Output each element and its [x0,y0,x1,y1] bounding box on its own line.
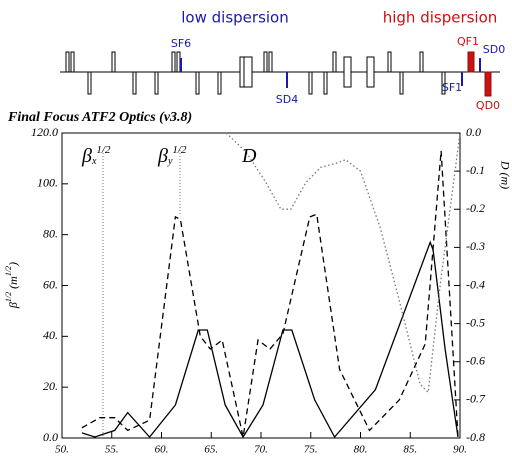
y-label-part: (m [6,276,20,289]
series-label-part: x [91,156,97,167]
series-label-part: 1/2 [172,144,187,156]
lattice-label: SD0 [483,43,505,56]
region-label: high dispersion [383,9,498,27]
series-line [81,240,459,439]
series-label-part: β [81,145,92,167]
series-label: βx1/2 [81,144,111,168]
y-label-part: 1/2 [4,292,13,302]
y-axis-title: β1/2(m1/2) [4,262,20,309]
y-tick-label: 20. [43,379,58,393]
series-line [81,150,459,438]
series-label-part: 1/2 [96,144,111,156]
series-label-part: D [241,145,257,167]
x-tick-label: 80. [354,444,368,456]
y-tick-label: 40. [43,328,58,342]
y2-tick-label: -0.4 [466,277,485,291]
y2-tick-label: -0.6 [466,354,485,368]
y-tick-label: 0.0 [43,430,58,444]
y-tick-label: 100. [37,176,58,190]
y2-tick-label: 0.0 [466,125,481,139]
y-tick-label: 80. [43,226,58,240]
series-label: βy1/2 [157,144,187,168]
series-line [225,132,461,394]
lattice-label: QD0 [476,99,500,112]
lattice-label: SF6 [171,37,191,50]
y2-tick-label: -0.2 [466,201,485,215]
lattice-label: QF1 [457,35,479,48]
y2-axis-title: D (m) [498,160,512,189]
plot-frame [61,132,461,439]
y-label-part: 1/2 [4,266,13,276]
y2-tick-label: -0.8 [466,430,485,444]
series-label-part: β [157,145,168,167]
chart-title: Final Focus ATF2 Optics (v3.8) [7,110,192,125]
y-label-part: β [6,302,20,309]
x-tick-label: 65. [204,444,218,456]
x-tick-label: 90. [453,444,467,456]
series-label-part: y [167,156,173,167]
x-tick-label: 75. [304,444,318,456]
x-tick-label: 60. [155,444,169,456]
lattice-label: SD4 [276,93,298,106]
series-label: D [241,145,257,167]
y-tick-label: 60. [43,277,58,291]
lattice-label: SF1 [442,81,462,94]
x-tick-label: 50. [55,444,69,456]
y-label-part: ) [6,262,20,267]
x-tick-label: 55. [105,444,119,456]
y2-tick-label: -0.5 [466,315,485,329]
x-tick-label: 70. [254,444,268,456]
region-label: low dispersion [181,9,288,27]
y2-tick-label: -0.3 [466,239,485,253]
y-tick-label: 120.0 [31,125,58,139]
y2-tick-label: -0.1 [466,163,485,177]
lattice [60,51,500,97]
y2-tick-label: -0.7 [466,392,486,406]
x-tick-label: 85. [403,444,417,456]
